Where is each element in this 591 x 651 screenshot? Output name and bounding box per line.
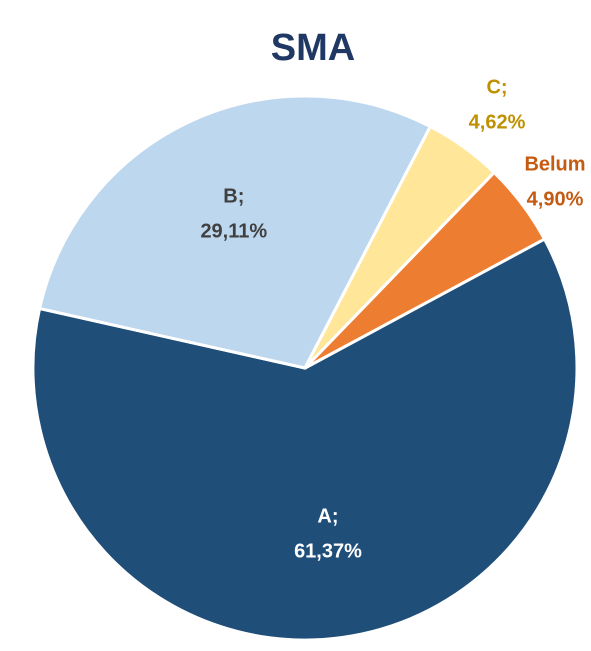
slice-value-label: 4,62% — [469, 111, 526, 133]
chart-title: SMA — [271, 27, 355, 69]
slice-value-label: 29,11% — [200, 220, 267, 242]
pie-slice — [37, 94, 433, 370]
slice-category-label: C; — [486, 76, 507, 98]
slice-category-label: B; — [223, 185, 244, 207]
slice-value-label: 61,37% — [294, 540, 362, 562]
slice-category-label: Belum — [524, 153, 585, 175]
pie-slice — [31, 237, 579, 642]
pie-slice — [303, 170, 547, 370]
slice-category-label: A; — [317, 505, 338, 527]
slice-value-label: 4,90% — [527, 188, 584, 210]
